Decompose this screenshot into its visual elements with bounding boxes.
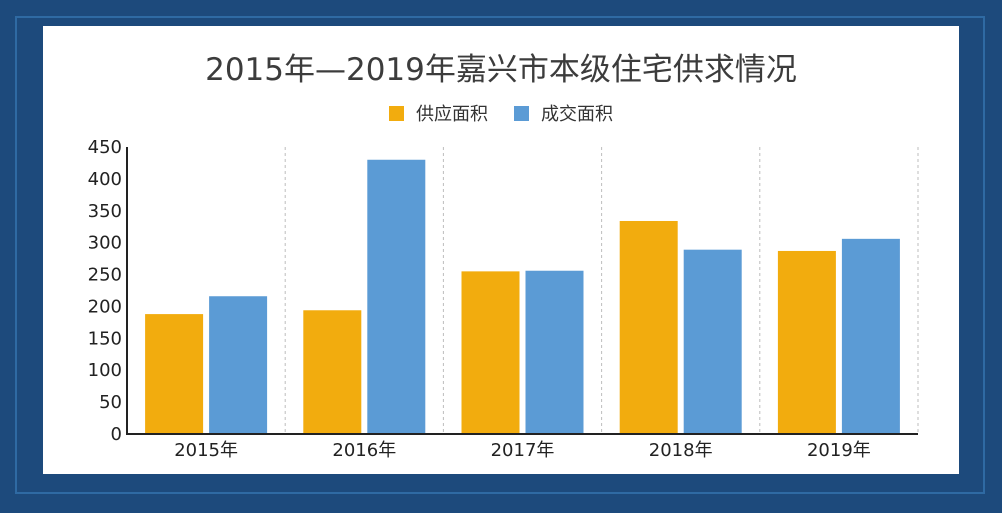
y-tick-label: 150	[88, 328, 122, 349]
y-tick-label: 400	[88, 169, 122, 190]
y-tick-label: 350	[88, 201, 122, 222]
bar-deal	[209, 296, 267, 434]
bar-supply	[778, 251, 836, 434]
y-tick-label: 50	[99, 392, 122, 413]
bar-deal	[684, 250, 742, 434]
bar-supply	[145, 314, 203, 434]
x-tick-label: 2018年	[649, 440, 713, 461]
bar-supply	[303, 310, 361, 434]
x-tick-label: 2016年	[332, 440, 396, 461]
bar-supply	[462, 271, 520, 434]
y-tick-label: 100	[88, 360, 122, 381]
y-tick-label: 250	[88, 265, 122, 286]
y-tick-label: 300	[88, 233, 122, 254]
x-tick-label: 2019年	[807, 440, 871, 461]
x-tick-label: 2017年	[491, 440, 555, 461]
bar-deal	[526, 271, 584, 434]
y-tick-label: 0	[111, 424, 122, 445]
bar-supply	[620, 221, 678, 434]
x-tick-label: 2015年	[174, 440, 238, 461]
bar-deal	[367, 160, 425, 434]
y-tick-label: 450	[88, 137, 122, 158]
y-tick-label: 200	[88, 296, 122, 317]
bar-deal	[842, 239, 900, 434]
